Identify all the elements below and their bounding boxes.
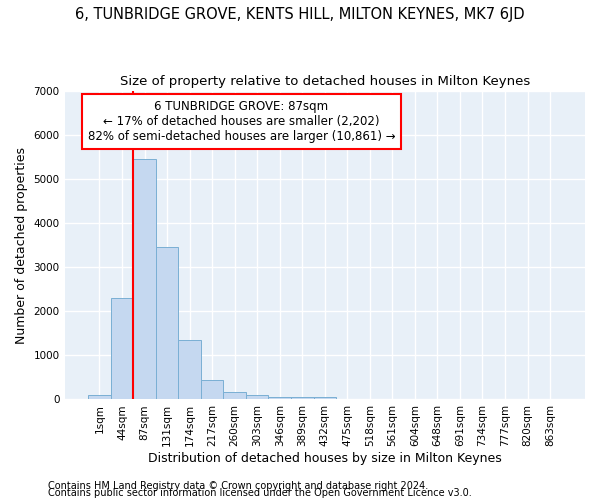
Bar	[178, 340, 201, 400]
Bar	[268, 398, 291, 400]
Bar	[88, 395, 111, 400]
Text: Contains public sector information licensed under the Open Government Licence v3: Contains public sector information licen…	[48, 488, 472, 498]
Bar	[223, 392, 246, 400]
X-axis label: Distribution of detached houses by size in Milton Keynes: Distribution of detached houses by size …	[148, 452, 502, 465]
Bar	[291, 398, 314, 400]
Text: 6 TUNBRIDGE GROVE: 87sqm
← 17% of detached houses are smaller (2,202)
82% of sem: 6 TUNBRIDGE GROVE: 87sqm ← 17% of detach…	[88, 100, 395, 143]
Bar	[246, 395, 268, 400]
Text: Contains HM Land Registry data © Crown copyright and database right 2024.: Contains HM Land Registry data © Crown c…	[48, 481, 428, 491]
Text: 6, TUNBRIDGE GROVE, KENTS HILL, MILTON KEYNES, MK7 6JD: 6, TUNBRIDGE GROVE, KENTS HILL, MILTON K…	[75, 8, 525, 22]
Bar	[156, 247, 178, 400]
Bar	[133, 159, 156, 400]
Bar	[314, 398, 336, 400]
Y-axis label: Number of detached properties: Number of detached properties	[15, 146, 28, 344]
Bar	[111, 298, 133, 400]
Title: Size of property relative to detached houses in Milton Keynes: Size of property relative to detached ho…	[119, 75, 530, 88]
Bar	[201, 380, 223, 400]
